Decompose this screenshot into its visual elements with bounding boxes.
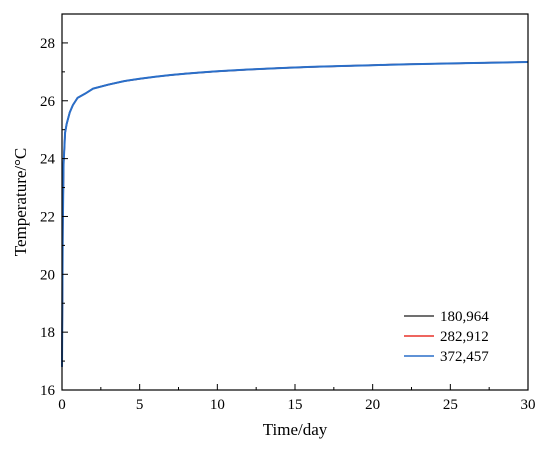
y-tick-label: 20 [40, 267, 55, 283]
y-tick-label: 28 [40, 36, 55, 52]
x-tick-label: 20 [365, 397, 380, 413]
x-tick-label: 25 [443, 397, 458, 413]
legend: 180,964 282,912 372,457 [404, 309, 489, 365]
y-tick-label: 16 [40, 383, 56, 399]
x-tick-label: 10 [210, 397, 225, 413]
plot-lines [61, 61, 529, 367]
series-line-3 [61, 61, 529, 367]
y-tick-label: 24 [40, 152, 56, 168]
x-tick-label: 30 [521, 397, 536, 413]
legend-label-1: 180,964 [440, 309, 489, 325]
y-axis-title: Temperature/°C [11, 148, 30, 257]
x-tick-label: 5 [136, 397, 144, 413]
y-tick-label: 18 [40, 325, 55, 341]
y-tick-label: 26 [40, 94, 56, 110]
x-axis-title: Time/day [263, 420, 328, 439]
y-axis: 16 18 20 22 24 26 28 [40, 36, 68, 399]
y-tick-label: 22 [40, 209, 55, 225]
x-axis: 0 5 10 15 20 25 30 [58, 384, 536, 413]
legend-label-2: 282,912 [440, 329, 489, 345]
x-tick-label: 15 [288, 397, 303, 413]
x-tick-label: 0 [58, 397, 66, 413]
legend-label-3: 372,457 [440, 349, 489, 365]
